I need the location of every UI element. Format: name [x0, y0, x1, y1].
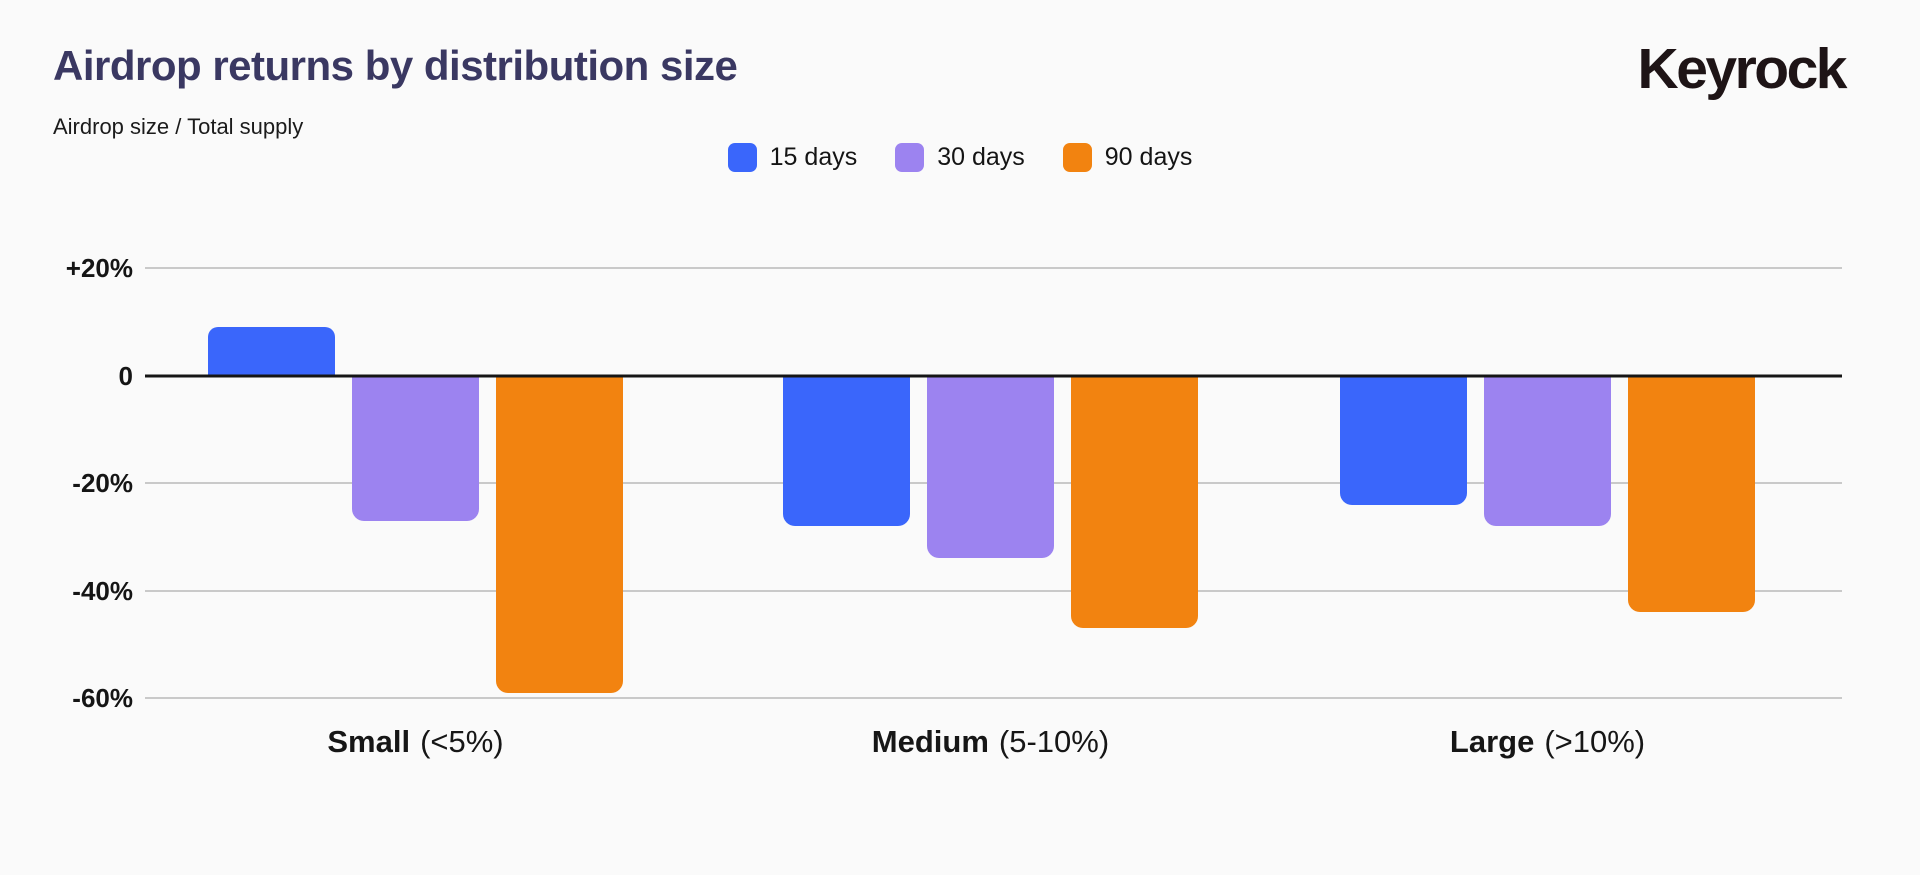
bar-large-30-days: [1484, 375, 1611, 526]
legend-swatch-30-days: [895, 143, 925, 172]
legend-swatch-90-days: [1062, 143, 1092, 172]
bar-group-large: [1340, 268, 1755, 698]
category-label-large: Large (>10%): [1340, 724, 1755, 760]
gridline-20: [145, 267, 1842, 269]
category-label-small: Small (<5%): [208, 724, 623, 760]
bar-medium-30-days: [927, 375, 1054, 559]
gridline--60: [145, 697, 1842, 699]
bar-small-30-days: [352, 375, 479, 521]
legend-label: 90 days: [1104, 143, 1193, 171]
bar-group-small: [208, 268, 623, 698]
bar-large-90-days: [1628, 375, 1755, 612]
y-tick-label--20: -20%: [72, 468, 133, 498]
legend-swatch-15-days: [727, 143, 757, 172]
category-qualifier: (>10%): [1544, 724, 1646, 759]
legend-label: 30 days: [937, 143, 1025, 171]
legend-item-90-days: 90 days: [1062, 143, 1193, 172]
bar-small-15-days: [208, 327, 335, 376]
y-tick-label-0: 0: [118, 360, 133, 391]
bar-large-15-days: [1340, 375, 1467, 505]
category-name: Medium: [871, 724, 989, 759]
category-name: Small: [327, 724, 411, 759]
chart-legend: 15 days 30 days 90 days: [0, 143, 1920, 172]
y-tick-label-20: +20%: [65, 253, 133, 283]
plot-area: +20% 0 -20% -40% -60%: [66, 253, 1842, 713]
y-tick-label--60: -60%: [72, 683, 133, 713]
legend-label: 15 days: [769, 143, 858, 171]
bar-medium-15-days: [783, 375, 910, 526]
category-qualifier: (5-10%): [998, 724, 1110, 759]
keyrock-logo: Keyrock: [1637, 37, 1848, 101]
bar-small-90-days: [496, 375, 623, 693]
page-title: Airdrop returns by distribution size: [53, 42, 738, 89]
page-subtitle: Airdrop size / Total supply: [53, 114, 304, 139]
bar-medium-90-days: [1071, 375, 1198, 629]
zero-line: [145, 374, 1842, 377]
category-qualifier: (<5%): [420, 724, 504, 759]
gridline--40: [145, 589, 1842, 592]
bar-group-medium: [783, 268, 1198, 698]
y-tick-label--40: -40%: [72, 575, 133, 606]
category-label-medium: Medium (5-10%): [783, 724, 1198, 760]
category-axis: Small (<5%) Medium (5-10%) Large (>10%): [145, 724, 1842, 774]
legend-item-30-days: 30 days: [895, 143, 1025, 172]
category-name: Large: [1449, 724, 1535, 759]
legend-item-15-days: 15 days: [727, 143, 858, 172]
